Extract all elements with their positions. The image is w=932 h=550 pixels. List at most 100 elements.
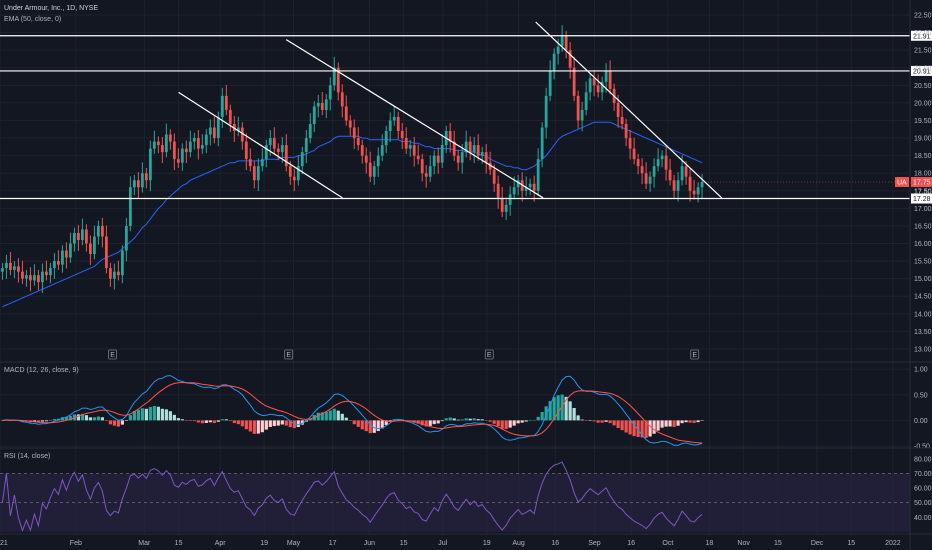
candle[interactable]: [264, 145, 268, 160]
candle[interactable]: [604, 71, 608, 82]
candle[interactable]: [636, 159, 640, 167]
candle[interactable]: [256, 166, 260, 181]
candle[interactable]: [352, 127, 356, 139]
candle[interactable]: [464, 141, 468, 153]
candle[interactable]: [57, 261, 60, 265]
candle[interactable]: [272, 138, 276, 149]
candle[interactable]: [596, 85, 600, 93]
candle[interactable]: [160, 145, 164, 153]
candle[interactable]: [140, 173, 144, 188]
candle[interactable]: [96, 225, 100, 237]
candle[interactable]: [144, 173, 148, 181]
candle[interactable]: [292, 176, 296, 181]
candle[interactable]: [656, 159, 660, 167]
candle[interactable]: [536, 159, 540, 191]
candle[interactable]: [696, 187, 700, 195]
candle[interactable]: [564, 36, 568, 51]
candle[interactable]: [460, 152, 464, 163]
candle[interactable]: [676, 180, 680, 191]
candle[interactable]: [580, 109, 584, 121]
candle[interactable]: [632, 148, 636, 160]
candle[interactable]: [344, 106, 348, 121]
candle[interactable]: [244, 141, 248, 160]
candle[interactable]: [73, 232, 76, 244]
candle[interactable]: [560, 36, 564, 47]
candle[interactable]: [624, 124, 628, 139]
candle[interactable]: [420, 159, 424, 174]
candle[interactable]: [600, 81, 604, 93]
candle[interactable]: [644, 173, 648, 184]
candle[interactable]: [664, 155, 668, 170]
candle[interactable]: [61, 250, 64, 265]
candle[interactable]: [212, 127, 216, 139]
candle[interactable]: [324, 99, 328, 110]
candle[interactable]: [260, 159, 264, 167]
candle[interactable]: [100, 225, 104, 237]
candle[interactable]: [652, 166, 656, 177]
candle[interactable]: [452, 141, 456, 156]
candle[interactable]: [104, 236, 108, 269]
candle[interactable]: [53, 261, 56, 269]
candle[interactable]: [528, 183, 532, 188]
candle[interactable]: [448, 131, 452, 142]
candle[interactable]: [400, 131, 404, 139]
candle[interactable]: [208, 127, 212, 135]
candle[interactable]: [5, 262, 8, 269]
candle[interactable]: [468, 141, 472, 153]
candle[interactable]: [412, 145, 416, 156]
trendlines[interactable]: [178, 21, 723, 199]
candle[interactable]: [9, 262, 12, 270]
candle[interactable]: [112, 271, 116, 279]
candle[interactable]: [172, 141, 176, 160]
candle[interactable]: [29, 275, 32, 281]
candle[interactable]: [504, 204, 508, 212]
candle[interactable]: [156, 141, 160, 146]
candle[interactable]: [672, 180, 676, 191]
candle[interactable]: [608, 71, 612, 89]
candle[interactable]: [128, 187, 132, 226]
candle[interactable]: [268, 138, 272, 146]
candle[interactable]: [21, 271, 24, 279]
candle[interactable]: [296, 166, 300, 181]
candle[interactable]: [484, 152, 488, 163]
candle[interactable]: [548, 71, 552, 96]
candle[interactable]: [240, 127, 244, 142]
candle[interactable]: [576, 95, 580, 121]
candle[interactable]: [192, 138, 196, 142]
candle[interactable]: [456, 155, 460, 163]
candle[interactable]: [81, 229, 84, 240]
candle[interactable]: [116, 271, 120, 276]
candle[interactable]: [380, 145, 384, 156]
candle[interactable]: [628, 138, 632, 149]
candle[interactable]: [300, 152, 304, 167]
candle[interactable]: [360, 145, 364, 156]
candle[interactable]: [152, 141, 156, 149]
candle[interactable]: [416, 155, 420, 160]
candle[interactable]: [572, 67, 576, 96]
candle[interactable]: [616, 102, 620, 117]
candle[interactable]: [320, 102, 324, 110]
candle[interactable]: [388, 120, 392, 132]
candle[interactable]: [284, 145, 288, 167]
candle[interactable]: [85, 229, 88, 244]
candle[interactable]: [424, 173, 428, 177]
candle[interactable]: [532, 183, 536, 191]
candle[interactable]: [700, 182, 704, 188]
candle[interactable]: [196, 138, 200, 149]
candle[interactable]: [69, 243, 72, 258]
candle[interactable]: [436, 155, 440, 163]
candle[interactable]: [592, 78, 596, 86]
candle[interactable]: [33, 275, 36, 281]
candle[interactable]: [356, 138, 360, 146]
candle[interactable]: [348, 120, 352, 128]
candle[interactable]: [496, 183, 500, 198]
candle[interactable]: [368, 162, 372, 177]
candle[interactable]: [65, 250, 68, 258]
candle[interactable]: [568, 50, 572, 68]
candle[interactable]: [232, 124, 236, 132]
candle[interactable]: [288, 166, 292, 177]
candle[interactable]: [41, 271, 44, 283]
candle[interactable]: [508, 194, 512, 205]
trendline[interactable]: [535, 21, 723, 199]
